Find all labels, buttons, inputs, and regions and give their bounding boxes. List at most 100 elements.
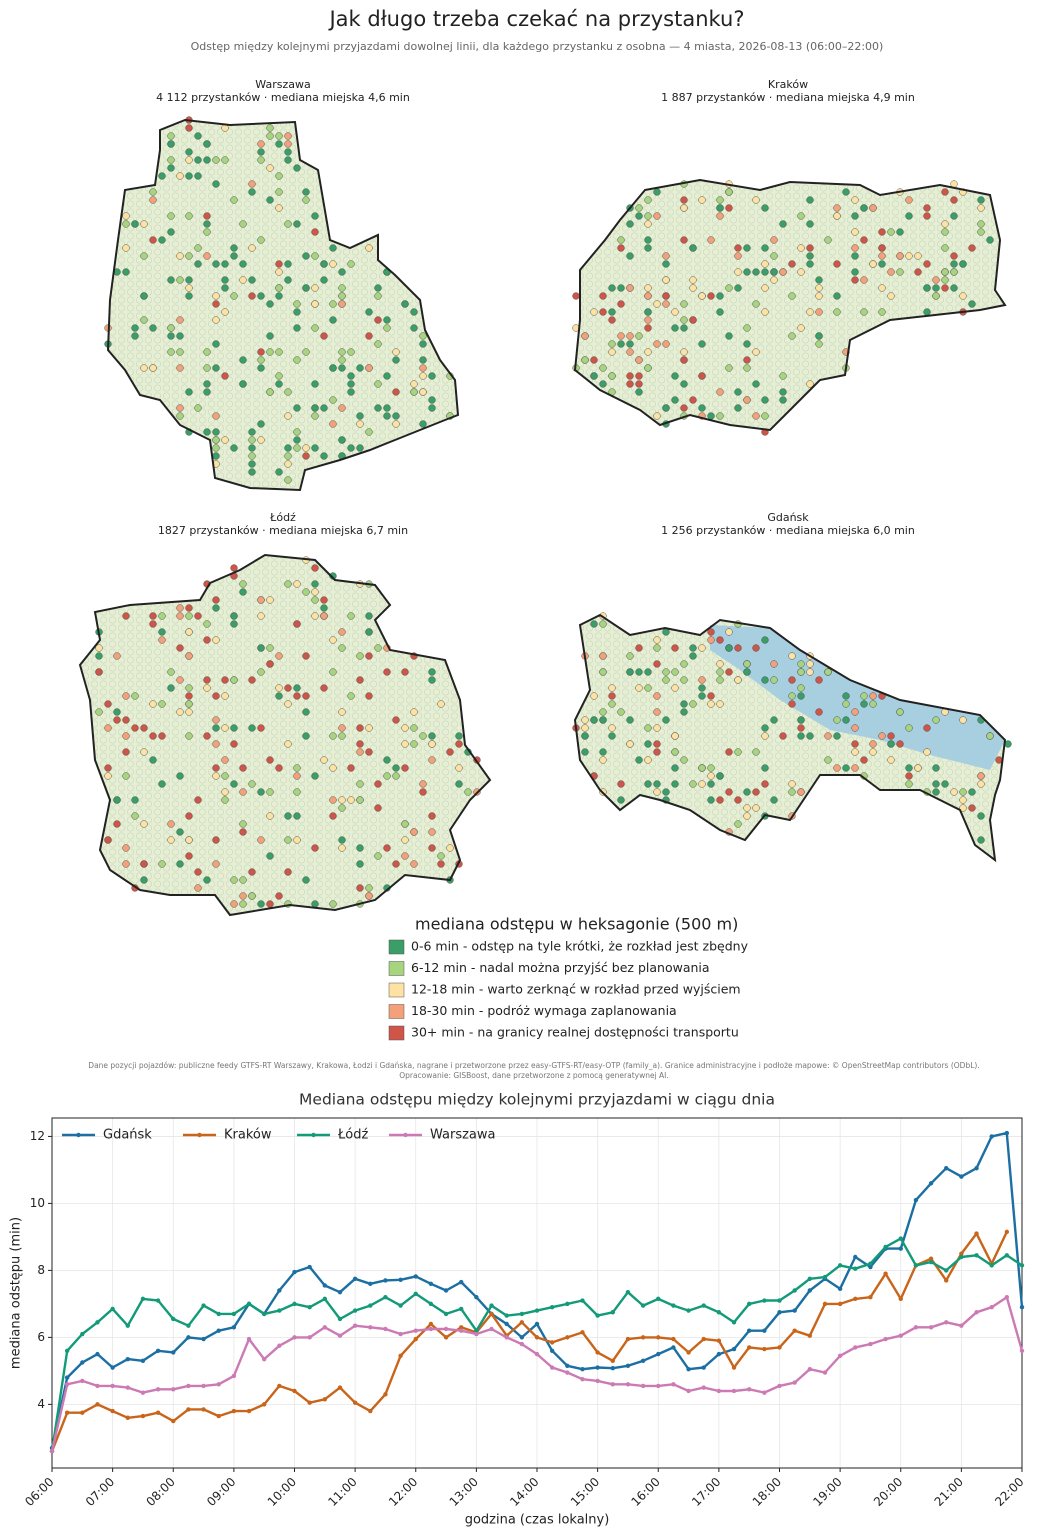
hex-cell	[608, 724, 616, 732]
hex-cell	[176, 612, 184, 620]
hex-cell	[284, 148, 292, 156]
data-point	[837, 1301, 843, 1307]
hex-cell	[347, 612, 355, 620]
data-point	[519, 1341, 525, 1347]
hex-cell	[320, 332, 328, 340]
hex-cell	[149, 732, 157, 740]
hex-cell	[383, 372, 391, 380]
hex-cell	[158, 172, 166, 180]
hex-cell	[374, 316, 382, 324]
hex-cell	[779, 268, 787, 276]
hex-cell	[203, 348, 211, 356]
hex-cell	[428, 396, 436, 404]
data-point	[595, 1313, 600, 1318]
hex-cell	[266, 388, 274, 396]
data-point	[549, 1348, 555, 1353]
data-point	[201, 1383, 206, 1389]
hex-cell	[122, 212, 130, 220]
data-point	[337, 1333, 343, 1338]
data-point	[155, 1410, 161, 1415]
hex-cell	[392, 860, 400, 868]
hex-cell	[320, 612, 328, 620]
hex-cell	[338, 300, 346, 308]
hex-cell	[455, 764, 463, 772]
hex-cell	[401, 300, 409, 308]
legend-label: 18-30 min - podróż wymaga zaplanowania	[411, 1003, 677, 1018]
hex-cell	[869, 260, 877, 268]
data-point	[671, 1382, 676, 1387]
hex-cell	[212, 444, 220, 452]
hex-cell	[437, 700, 445, 708]
hex-cell	[140, 316, 148, 324]
data-point	[292, 1301, 297, 1307]
data-point	[898, 1333, 903, 1338]
hex-cell	[212, 692, 220, 700]
hex-cell	[176, 828, 184, 836]
hex-cell	[914, 764, 922, 772]
data-point	[186, 1323, 191, 1328]
hex-cell	[221, 676, 229, 684]
data-point	[322, 1325, 328, 1330]
hex-cell	[698, 340, 706, 348]
legend-swatch	[388, 982, 405, 998]
hex-cell	[896, 268, 904, 276]
hex-cell	[644, 348, 652, 356]
hex-cell	[878, 252, 886, 260]
hex-cell	[239, 356, 247, 364]
hex-cell	[167, 348, 175, 356]
data-point	[565, 1335, 570, 1340]
hex-cell	[716, 796, 724, 804]
hex-cell	[185, 276, 193, 284]
hex-cell	[797, 660, 805, 668]
hex-cell	[185, 172, 193, 180]
hex-cell	[311, 324, 319, 332]
hex-cell	[356, 364, 364, 372]
data-point	[110, 1306, 115, 1312]
hex-cell	[644, 364, 652, 372]
hex-cell	[104, 836, 112, 844]
hex-cell	[356, 844, 364, 852]
hex-cell	[653, 636, 661, 644]
hex-cell	[410, 828, 418, 836]
data-point	[155, 1387, 161, 1392]
hex-cell	[167, 156, 175, 164]
hex-cell	[257, 900, 265, 908]
hex-cell	[320, 404, 328, 412]
hex-cell	[797, 716, 805, 724]
hex-cell	[941, 780, 949, 788]
legend-label: 30+ min - na granicy realnej dostępności…	[411, 1025, 739, 1040]
data-point	[398, 1353, 403, 1358]
hex-cell	[923, 212, 931, 220]
hex-cell	[185, 292, 193, 300]
hex-cell	[716, 204, 724, 212]
hex-cell	[230, 900, 238, 908]
hex-cell	[581, 724, 589, 732]
data-point	[534, 1351, 540, 1357]
hex-cell	[959, 292, 967, 300]
hex-cell	[176, 604, 184, 612]
hex-cell	[185, 836, 193, 844]
hex-cell	[968, 244, 976, 252]
hex-cell	[311, 284, 319, 292]
data-point	[337, 1289, 343, 1295]
hex-cell	[626, 668, 634, 676]
x-tick-label: 17:00	[689, 1475, 723, 1509]
hex-cell	[257, 356, 265, 364]
hex-cell	[239, 900, 247, 908]
hex-cell	[392, 420, 400, 428]
hex-cell	[725, 332, 733, 340]
hex-cell	[356, 444, 364, 452]
hex-cell	[428, 676, 436, 684]
y-tick-label: 6	[37, 1330, 45, 1344]
data-point	[671, 1345, 676, 1350]
hex-cell	[194, 132, 202, 140]
hex-cell	[356, 652, 364, 660]
hex-cell	[797, 244, 805, 252]
data-point	[307, 1335, 312, 1340]
data-point	[610, 1310, 615, 1315]
hex-cell	[770, 716, 778, 724]
hex-cell	[662, 340, 670, 348]
hex-cell	[230, 724, 238, 732]
hex-cell	[644, 284, 652, 292]
hex-cell	[248, 676, 256, 684]
